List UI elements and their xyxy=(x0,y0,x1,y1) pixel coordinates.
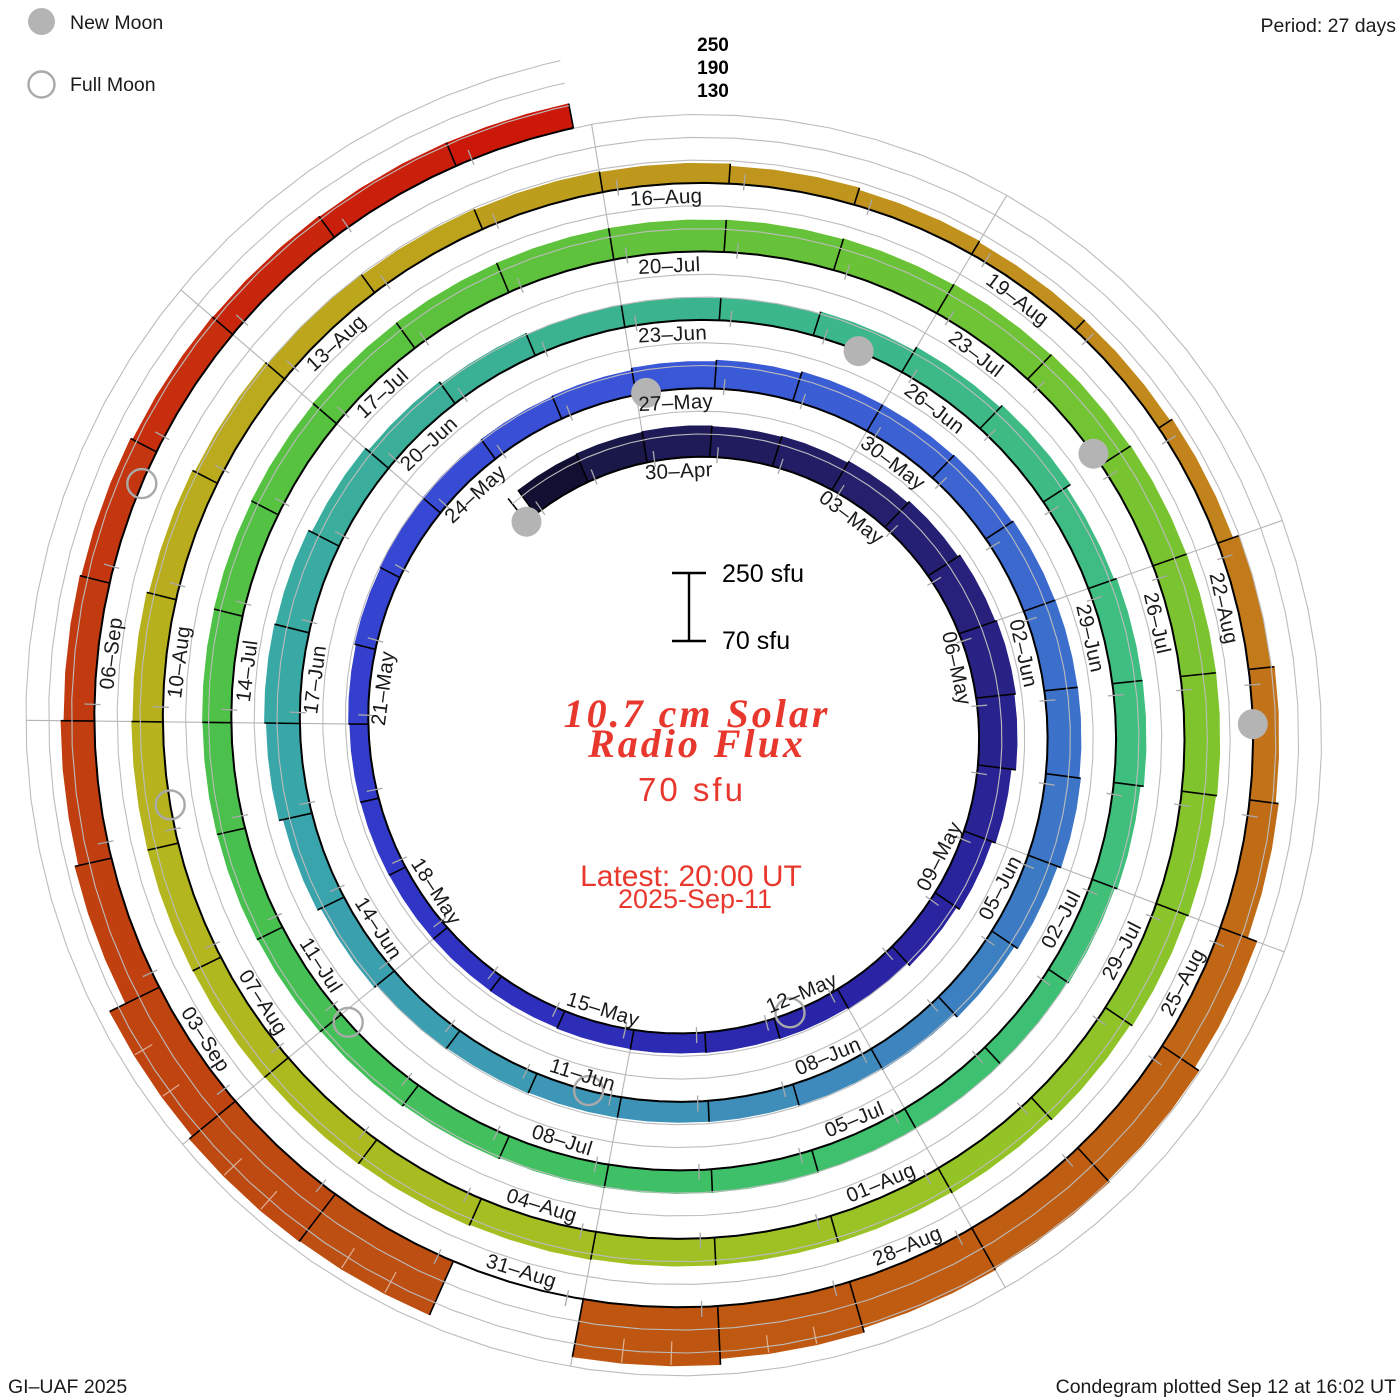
svg-text:30–Apr: 30–Apr xyxy=(644,458,713,484)
svg-text:27–May: 27–May xyxy=(638,390,714,417)
svg-text:250 sfu: 250 sfu xyxy=(722,560,804,588)
svg-text:130: 130 xyxy=(697,81,729,102)
svg-text:2025-Sep-11: 2025-Sep-11 xyxy=(618,884,772,914)
svg-text:GI–UAF 2025: GI–UAF 2025 xyxy=(8,1376,127,1398)
svg-text:Full Moon: Full Moon xyxy=(70,74,156,96)
svg-text:Radio Flux: Radio Flux xyxy=(587,721,806,766)
svg-text:New Moon: New Moon xyxy=(70,12,163,34)
svg-text:70 sfu: 70 sfu xyxy=(638,771,746,808)
svg-text:250: 250 xyxy=(697,35,729,56)
svg-text:20–Jul: 20–Jul xyxy=(638,253,701,279)
svg-text:Latest: 20:00 UT: Latest: 20:00 UT xyxy=(580,860,802,893)
svg-text:Period: 27 days: Period: 27 days xyxy=(1260,15,1396,37)
svg-text:70 sfu: 70 sfu xyxy=(722,627,790,655)
svg-text:16–Aug: 16–Aug xyxy=(629,184,702,210)
svg-text:190: 190 xyxy=(697,58,729,79)
svg-text:10.7 cm Solar: 10.7 cm Solar xyxy=(564,691,831,736)
svg-text:23–Jun: 23–Jun xyxy=(637,321,707,347)
svg-text:Condegram plotted Sep 12 at 16: Condegram plotted Sep 12 at 16:02 UT xyxy=(1056,1376,1396,1398)
